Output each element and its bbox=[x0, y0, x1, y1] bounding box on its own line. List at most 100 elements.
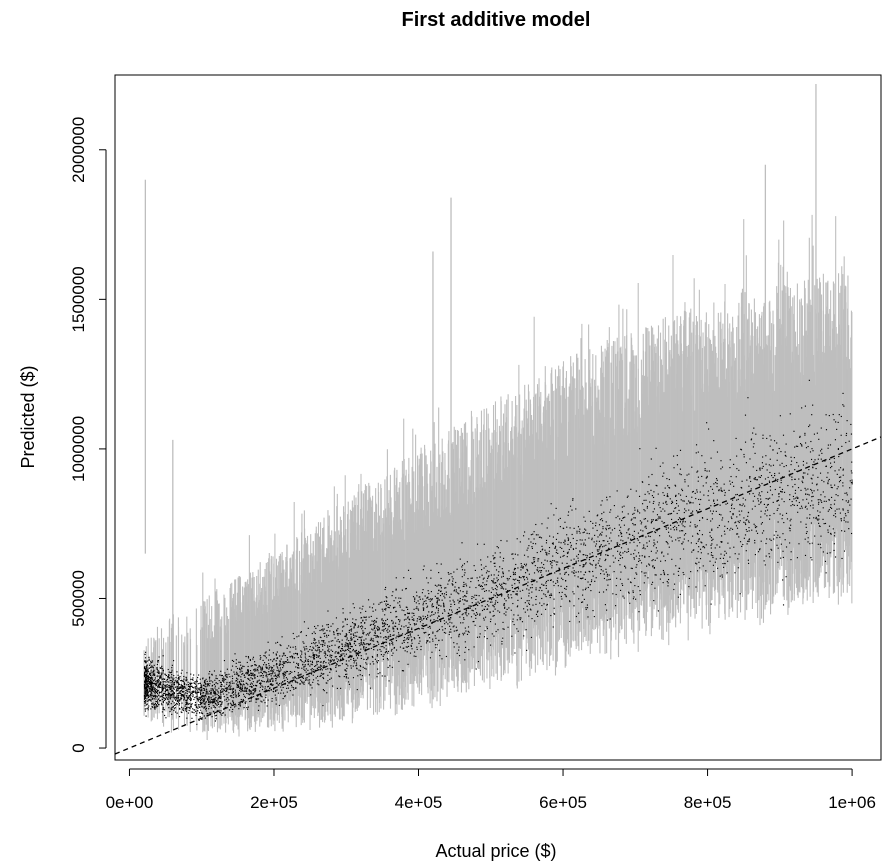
scatter-point-743 bbox=[533, 561, 536, 563]
scatter-point-3182 bbox=[197, 689, 199, 691]
scatter-point-2589 bbox=[246, 661, 248, 664]
scatter-point-2231 bbox=[654, 531, 657, 534]
scatter-point-3371 bbox=[665, 541, 667, 543]
scatter-point-12 bbox=[439, 655, 441, 657]
scatter-point-1 bbox=[238, 703, 240, 706]
scatter-point-2451 bbox=[207, 697, 209, 699]
scatter-point-1751 bbox=[710, 505, 712, 507]
scatter-point-3286 bbox=[811, 490, 813, 492]
scatter-point-1039 bbox=[253, 684, 255, 687]
scatter-point-1153 bbox=[248, 694, 251, 696]
scatter-point-2615 bbox=[241, 685, 244, 687]
scatter-point-1131 bbox=[307, 669, 309, 671]
scatter-point-1533 bbox=[319, 675, 321, 677]
scatter-point-3432 bbox=[801, 507, 803, 509]
scatter-point-237 bbox=[194, 696, 196, 699]
scatter-point-605 bbox=[710, 547, 712, 549]
scatter-point-26 bbox=[295, 677, 297, 679]
scatter-point-2713 bbox=[425, 642, 428, 644]
scatter-point-1287 bbox=[225, 688, 228, 690]
scatter-point-2597 bbox=[817, 503, 820, 505]
scatter-point-2681 bbox=[369, 606, 371, 608]
scatter-point-1222 bbox=[567, 539, 569, 541]
scatter-point-1493 bbox=[156, 675, 158, 677]
scatter-point-3468 bbox=[417, 609, 420, 611]
scatter-point-3035 bbox=[188, 691, 190, 693]
scatter-point-1375 bbox=[327, 646, 329, 648]
scatter-point-1438 bbox=[228, 692, 230, 694]
scatter-point-2902 bbox=[720, 541, 722, 543]
scatter-point-2726 bbox=[503, 582, 505, 584]
scatter-point-1021 bbox=[655, 519, 657, 521]
scatter-point-1070 bbox=[421, 592, 423, 594]
scatter-point-1892 bbox=[629, 602, 631, 604]
scatter-point-1872 bbox=[145, 695, 147, 697]
scatter-point-2286 bbox=[450, 628, 452, 630]
scatter-point-2397 bbox=[817, 489, 819, 491]
scatter-point-2679 bbox=[468, 649, 470, 651]
scatter-point-1178 bbox=[782, 434, 785, 436]
scatter-point-1796 bbox=[753, 523, 755, 525]
scatter-point-2688 bbox=[207, 701, 210, 703]
scatter-point-2695 bbox=[464, 595, 466, 597]
scatter-point-2828 bbox=[652, 559, 654, 561]
scatter-point-475 bbox=[346, 618, 348, 620]
scatter-point-3462 bbox=[409, 652, 412, 654]
scatter-point-335 bbox=[627, 537, 629, 539]
scatter-point-573 bbox=[648, 476, 650, 478]
scatter-point-3362 bbox=[182, 694, 184, 696]
scatter-point-231 bbox=[670, 536, 672, 538]
scatter-point-2400 bbox=[711, 513, 713, 515]
scatter-point-3066 bbox=[186, 684, 188, 686]
scatter-point-463 bbox=[150, 677, 153, 679]
scatter-point-2470 bbox=[493, 578, 495, 580]
scatter-point-775 bbox=[279, 663, 281, 665]
scatter-point-2741 bbox=[150, 700, 152, 702]
scatter-point-2032 bbox=[527, 547, 529, 549]
scatter-point-2425 bbox=[780, 491, 782, 493]
scatter-point-2990 bbox=[209, 693, 211, 695]
scatter-point-3421 bbox=[335, 666, 337, 669]
scatter-point-1125 bbox=[193, 709, 195, 711]
scatter-point-517 bbox=[592, 575, 594, 577]
scatter-point-707 bbox=[270, 675, 272, 677]
scatter-point-709 bbox=[602, 540, 604, 542]
scatter-point-3070 bbox=[481, 574, 483, 576]
scatter-point-1497 bbox=[652, 502, 654, 504]
scatter-point-365 bbox=[201, 705, 203, 707]
scatter-point-2399 bbox=[759, 495, 761, 497]
scatter-point-1870 bbox=[216, 700, 218, 702]
scatter-point-3313 bbox=[589, 584, 591, 586]
scatter-point-3374 bbox=[249, 679, 251, 682]
scatter-point-342 bbox=[538, 558, 540, 560]
scatter-point-2979 bbox=[174, 711, 177, 713]
scatter-point-787 bbox=[407, 627, 409, 629]
scatter-point-2728 bbox=[322, 630, 324, 632]
scatter-point-1441 bbox=[309, 660, 311, 662]
scatter-point-724 bbox=[169, 685, 171, 687]
scatter-point-2314 bbox=[261, 669, 264, 671]
scatter-point-1999 bbox=[801, 407, 803, 409]
scatter-point-1412 bbox=[161, 665, 163, 667]
scatter-point-708 bbox=[595, 522, 597, 524]
scatter-point-130 bbox=[602, 570, 604, 572]
scatter-point-2486 bbox=[162, 696, 164, 699]
scatter-point-1360 bbox=[184, 685, 186, 687]
scatter-point-2226 bbox=[165, 698, 167, 700]
scatter-point-2822 bbox=[158, 686, 160, 688]
scatter-point-1119 bbox=[725, 552, 727, 554]
scatter-point-2056 bbox=[144, 703, 146, 705]
scatter-point-162 bbox=[483, 617, 485, 619]
scatter-point-2857 bbox=[463, 585, 465, 588]
scatter-point-1580 bbox=[203, 703, 205, 705]
scatter-point-2645 bbox=[390, 635, 392, 637]
scatter-point-2263 bbox=[194, 682, 196, 685]
scatter-point-938 bbox=[536, 551, 538, 554]
scatter-point-1946 bbox=[559, 556, 562, 558]
scatter-point-3081 bbox=[462, 634, 465, 636]
scatter-point-590 bbox=[187, 698, 189, 700]
scatter-point-2245 bbox=[820, 458, 822, 460]
scatter-point-2271 bbox=[264, 652, 266, 654]
scatter-point-2494 bbox=[163, 699, 165, 701]
scatter-point-24 bbox=[199, 698, 201, 700]
